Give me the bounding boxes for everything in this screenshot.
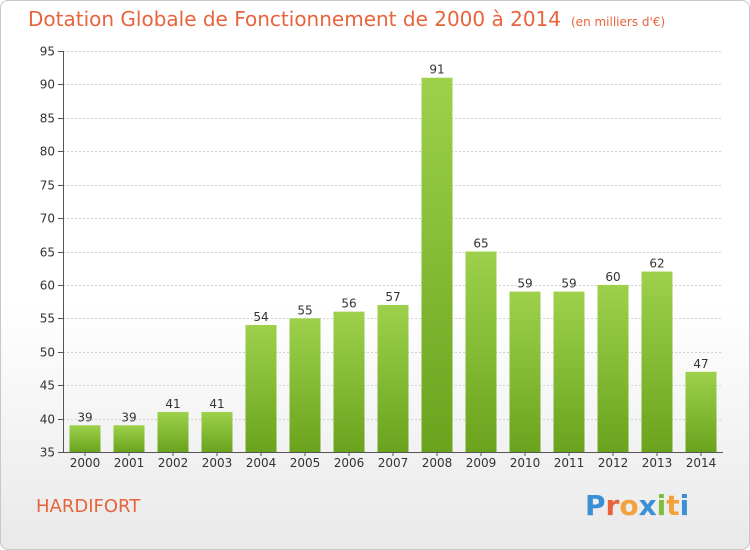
x-tick-label: 2012 bbox=[598, 456, 629, 470]
y-tick-label: 55 bbox=[40, 312, 55, 326]
x-tick-label: 2008 bbox=[422, 456, 453, 470]
bar-2012 bbox=[597, 284, 629, 452]
x-tick-label: 2014 bbox=[686, 456, 717, 470]
y-tick-label: 90 bbox=[40, 78, 55, 92]
y-tick-label: 60 bbox=[40, 279, 55, 293]
y-tick-label: 50 bbox=[40, 346, 55, 360]
bar-2013 bbox=[641, 271, 673, 452]
proxiti-logo: Proxiti bbox=[585, 489, 689, 522]
data-label-2010: 59 bbox=[517, 277, 532, 291]
bar-2003 bbox=[201, 411, 233, 452]
x-tick-label: 2009 bbox=[466, 456, 497, 470]
y-tick-label: 40 bbox=[40, 413, 55, 427]
data-label-2000: 39 bbox=[77, 410, 92, 424]
logo-letter: i bbox=[656, 489, 667, 522]
y-tick-label: 45 bbox=[40, 379, 55, 393]
x-tick-label: 2002 bbox=[158, 456, 189, 470]
y-tick-label: 70 bbox=[40, 212, 55, 226]
bar-2004 bbox=[245, 325, 277, 452]
bar-2009 bbox=[465, 251, 497, 452]
x-tick-label: 2003 bbox=[202, 456, 233, 470]
bar-2000 bbox=[69, 425, 101, 452]
bar-2014 bbox=[685, 371, 717, 452]
bar-2010 bbox=[509, 291, 541, 452]
data-label-2004: 54 bbox=[253, 310, 268, 324]
y-tick-label: 85 bbox=[40, 112, 55, 126]
x-tick-label: 2007 bbox=[378, 456, 409, 470]
chart-title-text: Dotation Globale de Fonctionnement de 20… bbox=[28, 7, 561, 31]
bar-2008 bbox=[421, 77, 453, 452]
data-label-2009: 65 bbox=[473, 237, 488, 251]
y-tick-label: 35 bbox=[40, 446, 55, 460]
x-tick-label: 2001 bbox=[114, 456, 145, 470]
data-label-2005: 55 bbox=[297, 303, 312, 317]
bars bbox=[69, 77, 717, 452]
x-tick-label: 2004 bbox=[246, 456, 277, 470]
data-label-2008: 91 bbox=[429, 63, 444, 77]
x-tick-label: 2011 bbox=[554, 456, 585, 470]
logo-letter: P bbox=[585, 489, 606, 522]
chart-title: Dotation Globale de Fonctionnement de 20… bbox=[28, 7, 665, 31]
data-label-2014: 47 bbox=[693, 357, 708, 371]
labels: 35 40 45 50 55 60 65 70 75 80 85 90 95 39 2000 39 2001 41… bbox=[40, 45, 717, 471]
logo-letter: i bbox=[679, 489, 690, 522]
data-label-2007: 57 bbox=[385, 290, 400, 304]
x-tick-label: 2005 bbox=[290, 456, 321, 470]
bar-2002 bbox=[157, 411, 189, 452]
x-tick-label: 2006 bbox=[334, 456, 365, 470]
place-name: HARDIFORT bbox=[36, 496, 141, 517]
bar-2006 bbox=[333, 311, 365, 452]
logo-letter: t bbox=[666, 489, 680, 522]
y-tick-label: 80 bbox=[40, 145, 55, 159]
logo-letter: r bbox=[605, 489, 620, 522]
data-label-2006: 56 bbox=[341, 297, 356, 311]
data-label-2003: 41 bbox=[209, 397, 224, 411]
data-label-2001: 39 bbox=[121, 410, 136, 424]
axes bbox=[58, 51, 723, 456]
data-label-2013: 62 bbox=[649, 257, 664, 271]
bar-2005 bbox=[289, 318, 321, 452]
bar-2007 bbox=[377, 304, 409, 452]
data-label-2011: 59 bbox=[561, 277, 576, 291]
x-tick-label: 2013 bbox=[642, 456, 673, 470]
bar-2011 bbox=[553, 291, 585, 452]
logo-letter: o bbox=[619, 489, 639, 522]
data-label-2002: 41 bbox=[165, 397, 180, 411]
chart-unit: (en milliers d'€) bbox=[571, 15, 666, 29]
y-tick-label: 75 bbox=[40, 179, 55, 193]
logo-letter: x bbox=[638, 489, 657, 522]
x-tick-label: 2000 bbox=[70, 456, 101, 470]
x-tick-label: 2010 bbox=[510, 456, 541, 470]
y-tick-label: 95 bbox=[40, 45, 55, 59]
bar-2001 bbox=[113, 425, 145, 452]
data-label-2012: 60 bbox=[605, 270, 620, 284]
y-tick-label: 65 bbox=[40, 246, 55, 260]
